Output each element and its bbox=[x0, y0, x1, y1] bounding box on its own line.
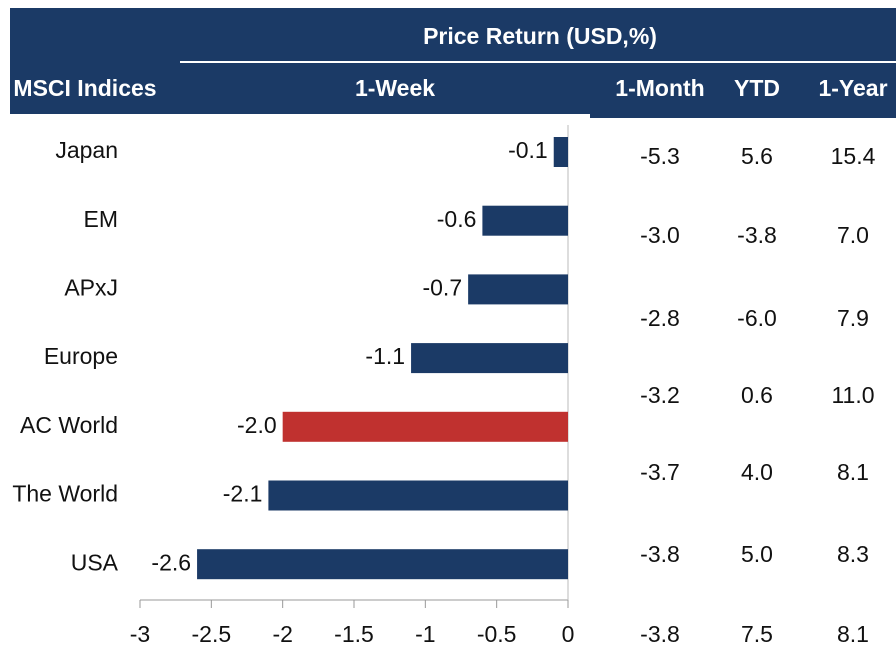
category-label: APxJ bbox=[64, 274, 118, 300]
column-header: YTD bbox=[734, 75, 780, 101]
value-label: -0.6 bbox=[437, 206, 477, 232]
value-label: -2.1 bbox=[223, 481, 263, 507]
table-cell: 15.4 bbox=[831, 143, 876, 169]
header-band-right bbox=[590, 110, 896, 118]
table-cell: -5.3 bbox=[640, 143, 680, 169]
table-cell: 7.5 bbox=[741, 621, 773, 647]
value-label: -2.0 bbox=[237, 412, 277, 438]
bar bbox=[553, 137, 568, 167]
value-label: -1.1 bbox=[365, 343, 405, 369]
table-cell: -6.0 bbox=[737, 305, 777, 331]
table-cell: 7.9 bbox=[837, 305, 869, 331]
table-cell: -3.8 bbox=[737, 222, 777, 248]
x-tick-label: 0 bbox=[562, 621, 575, 647]
table-cell: -3.7 bbox=[640, 459, 680, 485]
x-tick-label: -2.5 bbox=[192, 621, 232, 647]
x-tick-label: -1.5 bbox=[334, 621, 374, 647]
table-cell: -2.8 bbox=[640, 305, 680, 331]
value-label: -2.6 bbox=[151, 549, 191, 575]
category-label: USA bbox=[71, 549, 119, 575]
bar bbox=[282, 411, 568, 442]
group-title: Price Return (USD,%) bbox=[423, 23, 657, 49]
bar bbox=[482, 205, 568, 236]
category-label: EM bbox=[84, 206, 119, 232]
table-cell: 11.0 bbox=[831, 382, 874, 408]
table-cell: 8.1 bbox=[837, 459, 869, 485]
table-cell: -3.0 bbox=[640, 222, 680, 248]
bar bbox=[197, 549, 569, 580]
column-header: MSCI Indices bbox=[13, 75, 156, 101]
table-cell: 7.0 bbox=[837, 222, 869, 248]
x-tick-label: -2 bbox=[272, 621, 292, 647]
bar bbox=[411, 343, 568, 374]
bar bbox=[268, 480, 568, 511]
category-label: Japan bbox=[55, 137, 118, 163]
x-tick-label: -3 bbox=[130, 621, 150, 647]
category-label: Europe bbox=[44, 343, 118, 369]
column-header: 1-Year bbox=[818, 75, 887, 101]
x-tick-label: -1 bbox=[415, 621, 435, 647]
table-cell: 8.3 bbox=[837, 541, 869, 567]
column-header: 1-Week bbox=[355, 75, 435, 101]
table-cell: 4.0 bbox=[741, 459, 773, 485]
value-label: -0.1 bbox=[508, 137, 548, 163]
category-label: The World bbox=[12, 481, 118, 507]
table-cell: 8.1 bbox=[837, 621, 869, 647]
table-cell: -3.8 bbox=[640, 621, 680, 647]
table-cell: -3.8 bbox=[640, 541, 680, 567]
value-label: -0.7 bbox=[422, 274, 462, 300]
category-label: AC World bbox=[20, 412, 118, 438]
table-cell: -3.2 bbox=[640, 382, 680, 408]
x-tick-label: -0.5 bbox=[477, 621, 517, 647]
table-cell: 5.6 bbox=[741, 143, 773, 169]
column-header: 1-Month bbox=[615, 75, 704, 101]
table-cell: 5.0 bbox=[741, 541, 773, 567]
table-cell: 0.6 bbox=[741, 382, 773, 408]
bar bbox=[468, 274, 568, 305]
